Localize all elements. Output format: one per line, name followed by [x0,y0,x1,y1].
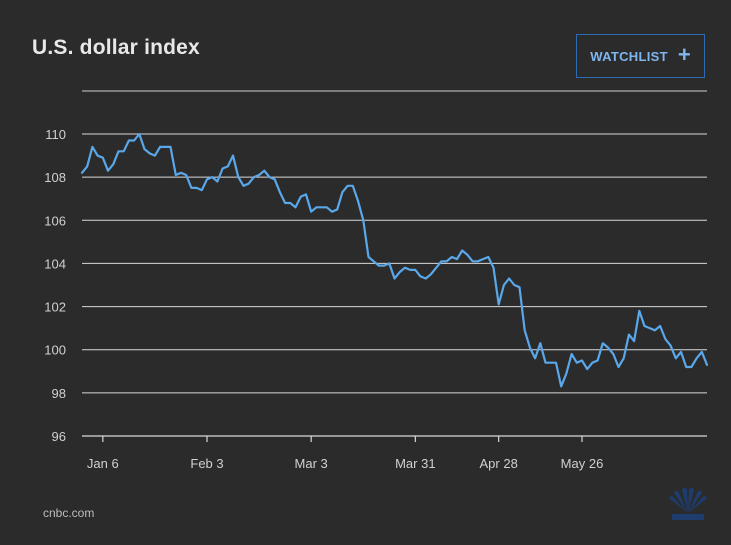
page-title: U.S. dollar index [32,36,200,59]
y-tick-label: 102 [44,300,66,315]
x-tick-label: May 26 [561,456,604,471]
y-tick-label: 104 [44,256,66,271]
peacock-logo-icon [669,488,707,520]
y-tick-label: 108 [44,170,66,185]
plus-icon: + [677,42,691,67]
y-tick-label: 98 [52,386,66,401]
y-tick-label: 100 [44,343,66,358]
x-tick-label: Feb 3 [190,456,223,471]
y-tick-label: 110 [45,127,66,142]
series-line [80,132,709,388]
y-tick-label: 96 [52,429,66,444]
x-tick-label: Jan 6 [87,456,119,471]
watchlist-label: WATCHLIST [590,48,668,64]
y-tick-label: 106 [44,213,66,228]
x-tick-label: Apr 28 [480,456,518,471]
x-tick-label: Mar 31 [395,456,435,471]
watchlist-button[interactable]: WATCHLIST + [576,34,705,78]
x-tick-label: Mar 3 [295,456,328,471]
source-label: cnbc.com [43,506,95,520]
